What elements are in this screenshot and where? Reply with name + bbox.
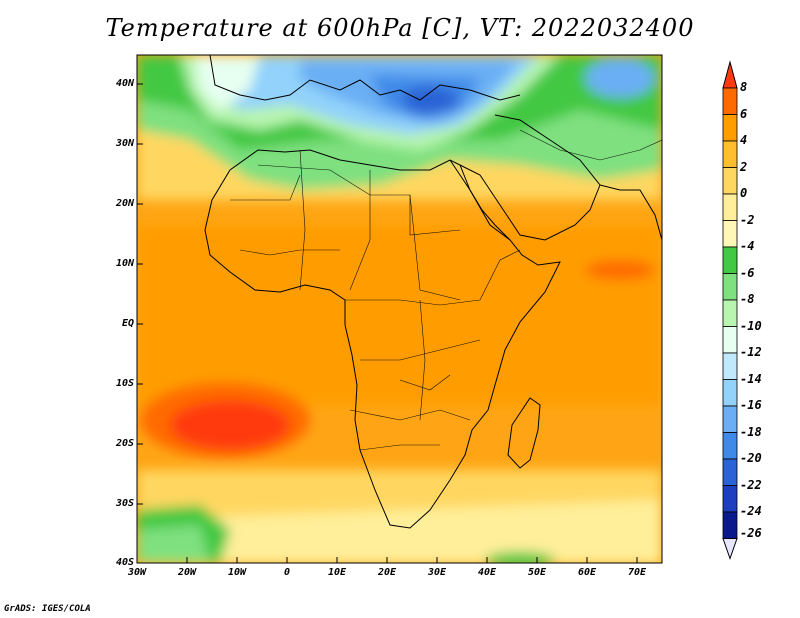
colorbar-swatch	[722, 432, 738, 460]
colorbar-swatch	[722, 167, 738, 195]
colorbar-label: -22	[740, 478, 762, 492]
x-tick-label: 40E	[477, 567, 497, 578]
y-tick-label: 30S	[115, 498, 134, 509]
colorbar-swatch	[722, 193, 738, 221]
x-tick-label: 20W	[177, 567, 197, 578]
x-tick-label: 10W	[227, 567, 247, 578]
colorbar-swatch	[722, 299, 738, 327]
colorbar-label: -24	[740, 504, 762, 518]
y-tick-label: 30N	[115, 138, 134, 149]
colorbar-label: 4	[740, 133, 748, 147]
y-tick-label: EQ	[121, 318, 134, 329]
x-tick-label: 50E	[527, 567, 547, 578]
colorbar-swatch	[722, 405, 738, 433]
colorbar-label: -2	[740, 213, 755, 227]
colorbar-label: -26	[740, 526, 762, 540]
colorbar-label: 6	[740, 107, 748, 121]
colorbar-label: -4	[740, 239, 755, 253]
colorbar-swatch	[722, 220, 738, 248]
map-title: Temperature at 600hPa [C], VT: 202203240…	[105, 14, 695, 42]
colorbar-label: 0	[740, 186, 748, 200]
x-tick-label: 20E	[377, 567, 397, 578]
colorbar-swatch	[722, 458, 738, 486]
axis-ticks	[137, 83, 638, 563]
colorbar-label: -6	[740, 266, 755, 280]
colorbar-swatch	[722, 140, 738, 168]
y-tick-label: 20N	[115, 198, 134, 209]
colorbar-label: 2	[740, 160, 748, 174]
colorbar-swatch	[722, 485, 738, 513]
colorbar-swatch	[722, 326, 738, 354]
colorbar-label: -18	[740, 425, 762, 439]
map-frame	[136, 54, 663, 564]
colorbar-swatch	[722, 352, 738, 380]
colorbar-label: 8	[740, 80, 748, 94]
colorbar-swatch	[722, 246, 738, 274]
colorbar	[722, 60, 738, 561]
colorbar-swatch	[722, 379, 738, 407]
y-tick-label: 10S	[115, 378, 134, 389]
x-tick-label: 30E	[427, 567, 447, 578]
y-tick-label: 40N	[115, 78, 134, 89]
colorbar-swatch	[722, 511, 738, 539]
colorbar-swatch	[722, 87, 738, 115]
colorbar-arrow-bottom	[722, 538, 738, 561]
colorbar-label: -12	[740, 345, 762, 359]
x-tick-label: 70E	[627, 567, 647, 578]
y-tick-label: 40S	[115, 557, 134, 568]
colorbar-label: -16	[740, 398, 762, 412]
colorbar-swatch	[722, 273, 738, 301]
colorbar-swatch	[722, 114, 738, 142]
x-tick-label: 60E	[577, 567, 597, 578]
colorbar-arrow-top	[722, 60, 738, 89]
coastlines	[204, 55, 662, 529]
y-tick-label: 20S	[115, 438, 134, 449]
x-tick-label: 10E	[327, 567, 347, 578]
x-tick-label: 30W	[127, 567, 147, 578]
colorbar-label: -10	[740, 319, 762, 333]
colorbar-label: -14	[740, 372, 762, 386]
temperature-field	[137, 55, 662, 563]
country-borders	[230, 129, 662, 451]
colorbar-label: -8	[740, 292, 755, 306]
colorbar-label: -20	[740, 451, 762, 465]
x-tick-label: 0	[283, 567, 291, 578]
y-tick-label: 10N	[115, 258, 134, 269]
credit-text: GrADS: IGES/COLA	[4, 604, 91, 614]
